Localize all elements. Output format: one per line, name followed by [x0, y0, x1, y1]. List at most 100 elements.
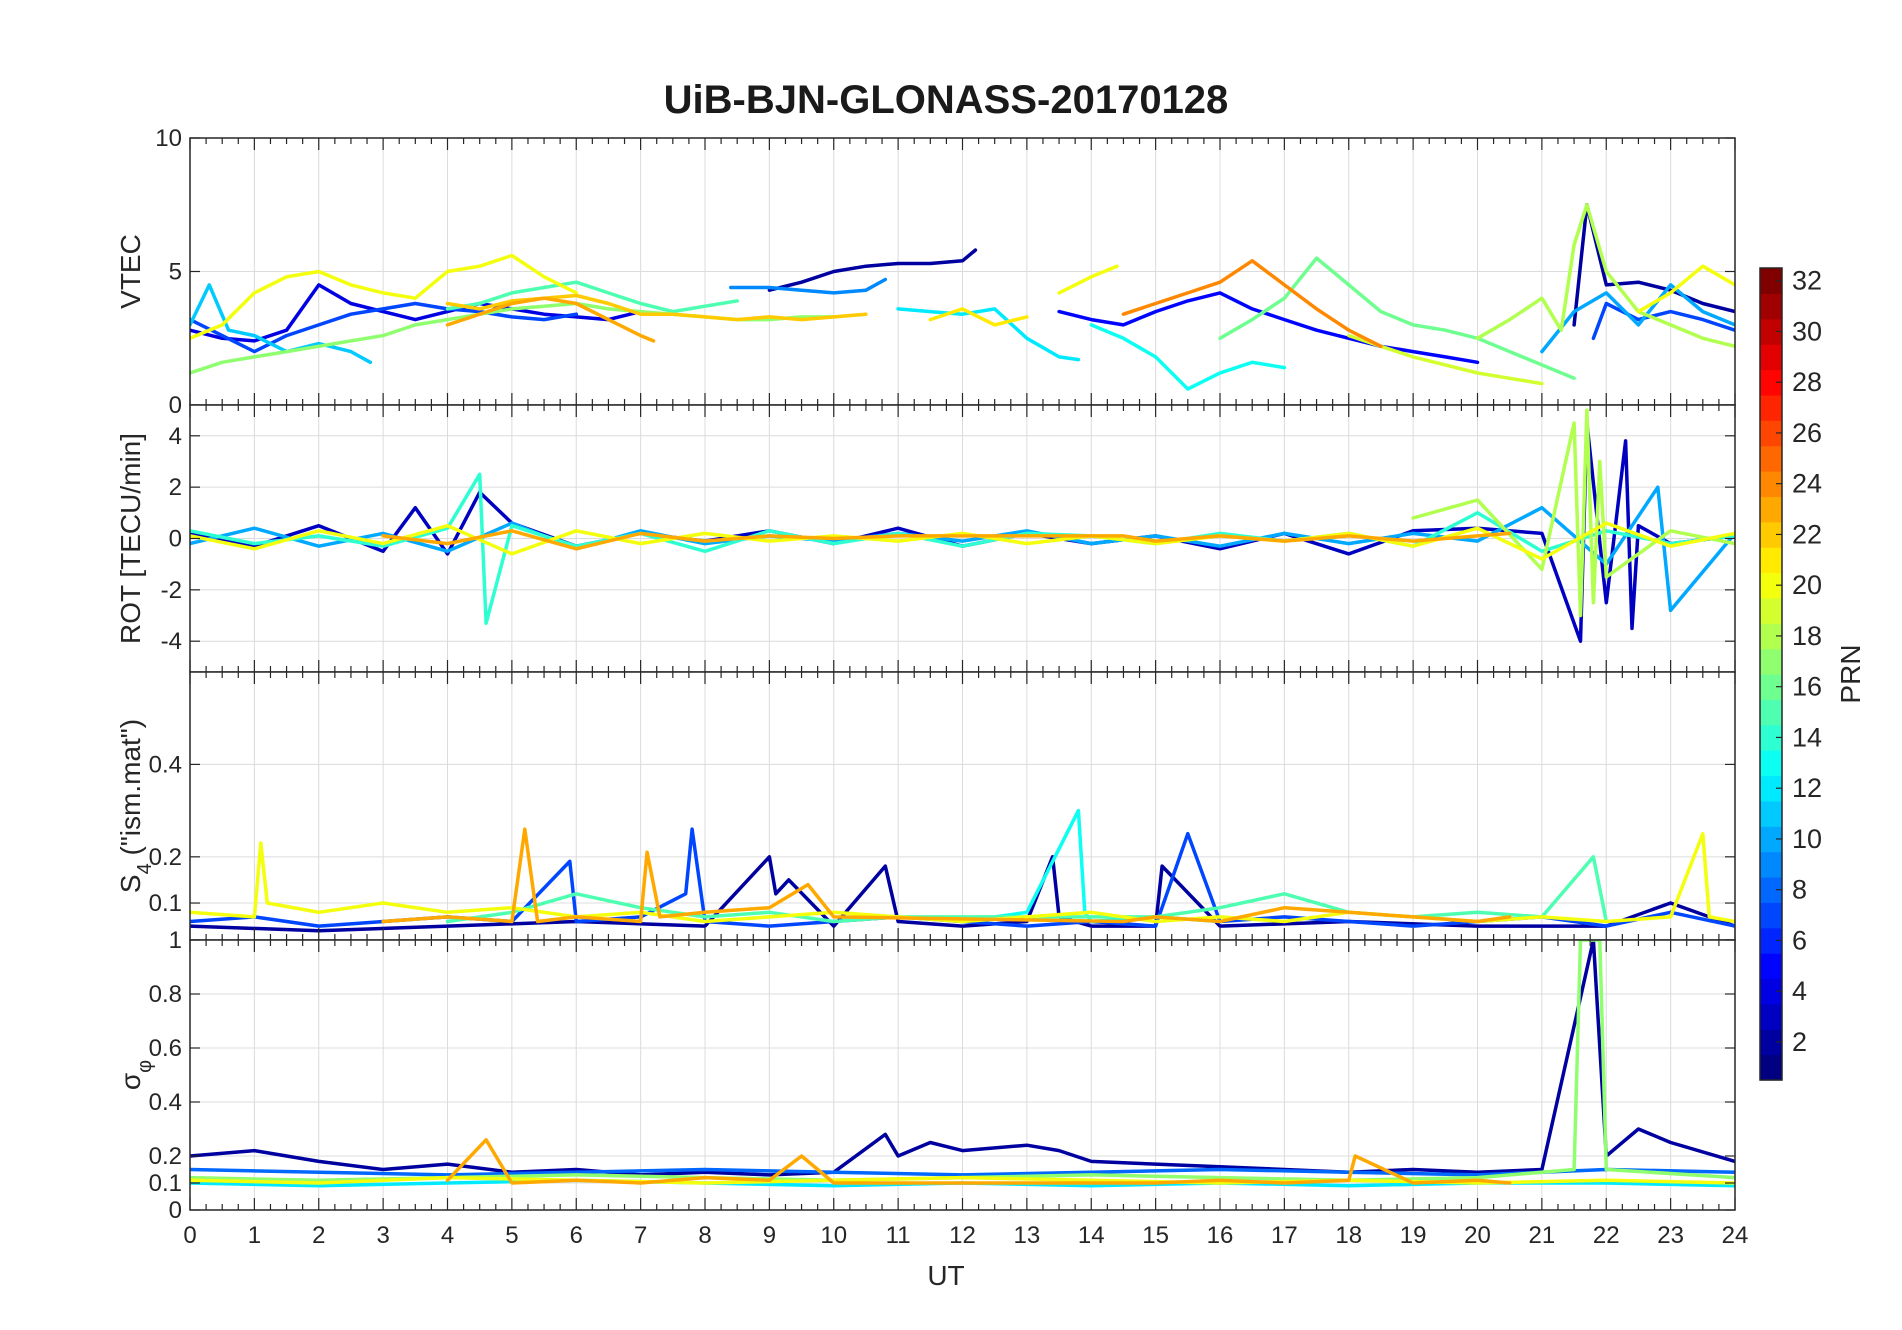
colorbar-segment	[1760, 471, 1782, 497]
x-tick-label: 17	[1271, 1222, 1298, 1249]
series-line-prn-12	[896, 307, 1081, 362]
panel-vtec: 0 5 10 VTEC	[115, 125, 1736, 419]
colorbar-segment	[1760, 420, 1782, 447]
x-axis-label: UT	[927, 1260, 964, 1291]
y-tick-label: 0	[169, 526, 182, 553]
x-tick-label: 12	[949, 1222, 976, 1249]
colorbar-tick-label: 2	[1792, 1027, 1807, 1057]
colorbar-tick-label: 32	[1792, 266, 1822, 296]
colorbar-segment	[1760, 1003, 1782, 1030]
y-tick-label: 0	[169, 1197, 182, 1224]
x-tick-label: 6	[570, 1222, 583, 1249]
colorbar-tick-label: 6	[1792, 925, 1807, 955]
x-tick-label: 16	[1207, 1222, 1234, 1249]
y-axis-label: VTEC	[115, 234, 146, 309]
y-axis-label: σφ	[115, 1060, 156, 1090]
colorbar-segment	[1760, 572, 1782, 599]
series-line-prn-18	[1475, 203, 1735, 349]
series-group	[190, 940, 1735, 1188]
series-line-prn-20	[190, 253, 579, 341]
colorbar-segment	[1760, 344, 1782, 371]
y-tick-label: 0.6	[149, 1035, 182, 1062]
x-tick-label: 19	[1400, 1222, 1427, 1249]
colorbar-tick-label: 14	[1792, 722, 1822, 752]
y-axis-label-main: σ	[115, 1073, 146, 1090]
colorbar-segment	[1760, 496, 1782, 523]
series-line-prn-8	[190, 1167, 1735, 1177]
colorbar-segment	[1760, 826, 1782, 853]
colorbar-tick-label: 28	[1792, 367, 1822, 397]
colorbar-segment	[1760, 674, 1782, 700]
y-tick-label: 0.2	[149, 1143, 182, 1170]
colorbar-segment	[1760, 648, 1782, 675]
x-tick-label: 4	[441, 1222, 454, 1249]
series-line-prn-23	[381, 529, 1512, 551]
series-group	[190, 408, 1735, 643]
series-line-prn-10	[1540, 283, 1735, 354]
colorbar-tick-label: 8	[1792, 875, 1807, 905]
x-tick-label: 20	[1464, 1222, 1491, 1249]
x-tick-label: 23	[1657, 1222, 1684, 1249]
colorbar-segment	[1760, 394, 1782, 421]
series-line-prn-20	[190, 1175, 1735, 1185]
x-tick-label: 9	[763, 1222, 776, 1249]
y-tick-label: -2	[161, 577, 182, 604]
colorbar-tick-label: 24	[1792, 469, 1822, 499]
x-tick-label: 2	[312, 1222, 325, 1249]
series-line-prn-22	[445, 293, 868, 322]
y-tick-label: 5	[169, 259, 182, 286]
y-tick-label: 0.2	[149, 844, 182, 871]
series-line-prn-23	[445, 296, 656, 343]
y-axis-label-subscript: φ	[134, 1060, 156, 1073]
y-axis-label-main: S	[115, 874, 146, 893]
x-tick-label: 3	[376, 1222, 389, 1249]
x-tick-label: 8	[698, 1222, 711, 1249]
x-tick-label: 22	[1593, 1222, 1620, 1249]
colorbar-tick-label: 26	[1792, 418, 1822, 448]
colorbar-tick-label: 30	[1792, 316, 1822, 346]
colorbar-tick-label: 16	[1792, 672, 1822, 702]
series-line-prn-20	[1636, 264, 1735, 314]
series-line-prn-18	[1411, 408, 1735, 618]
series-line-prn-11	[190, 283, 373, 365]
colorbar-tick-label: 4	[1792, 976, 1807, 1006]
colorbar-segment	[1760, 775, 1782, 802]
series-line-prn-24	[1121, 259, 1383, 349]
colorbar-segment	[1760, 597, 1782, 624]
x-tick-label: 21	[1529, 1222, 1556, 1249]
series-line-prn-23	[381, 827, 1512, 924]
y-axis-label-rest: ("ism.mat")	[115, 719, 146, 863]
colorbar-segment	[1760, 800, 1782, 827]
colorbar-segment	[1760, 851, 1782, 878]
x-tick-label: 7	[634, 1222, 647, 1249]
colorbar-segment	[1760, 750, 1782, 777]
series-line-prn-14	[190, 472, 1735, 625]
colorbar-frame	[1759, 267, 1783, 1081]
series-line-prn-7	[190, 301, 579, 354]
y-axis-label-subscript: 4	[134, 863, 156, 874]
series-group	[190, 808, 1735, 933]
x-tick-label: 11	[886, 1222, 911, 1249]
y-tick-label: -4	[161, 628, 182, 655]
x-tick-label: 10	[820, 1222, 847, 1249]
y-axis-label: S4 ("ism.mat")	[115, 719, 156, 893]
colorbar-segment	[1760, 877, 1782, 903]
panel-sigma_phi: 00.10.2 0.4 0.6 0.8 1 σφ	[115, 927, 1736, 1224]
y-tick-label: 2	[169, 474, 182, 501]
colorbar-tick-label: 22	[1792, 519, 1822, 549]
colorbar-tick-label: 12	[1792, 773, 1822, 803]
series-line-prn-5	[1057, 291, 1480, 365]
colorbar-tick-label: 18	[1792, 621, 1822, 651]
y-tick-label: 0	[169, 392, 182, 419]
x-tick-label: 13	[1014, 1222, 1041, 1249]
y-tick-label: 0.4	[149, 751, 182, 778]
colorbar-segment	[1760, 902, 1782, 929]
series-line-prn-2	[190, 940, 1735, 1177]
y-tick-label: 0.8	[149, 981, 182, 1008]
series-line-prn-20	[190, 831, 1735, 924]
x-tick-label: 18	[1335, 1222, 1362, 1249]
y-axis-label: ROT [TECU/min]	[115, 433, 146, 644]
colorbar-segment	[1760, 521, 1782, 548]
